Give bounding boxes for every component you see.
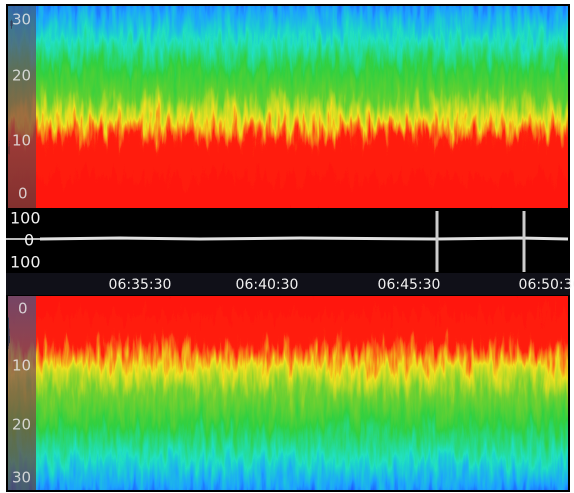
monitor-screen: 30 20 10 0 100 0 100 06:35:30 06:40:30 0… xyxy=(0,0,574,493)
axis-strip xyxy=(8,296,36,490)
time-label: 06:40:30 xyxy=(236,277,299,293)
bottom-spectrogram xyxy=(0,276,574,493)
top-spectrogram xyxy=(0,0,574,230)
time-axis: 06:35:30 06:40:30 06:45:30 06:50:30 xyxy=(6,273,574,295)
spectrogram-heat xyxy=(0,0,574,230)
axis-label: 0 xyxy=(18,185,28,203)
waveform-line xyxy=(40,238,568,239)
axis-strip xyxy=(8,6,36,208)
waveform-bg xyxy=(6,208,570,272)
axis-label: 100 xyxy=(10,253,41,272)
time-label: 06:45:30 xyxy=(378,277,441,293)
spectrogram-heat xyxy=(0,276,574,493)
waveform-panel: 100 0 100 xyxy=(6,208,570,272)
axis-label: 100 xyxy=(10,209,41,228)
time-label: 06:35:30 xyxy=(109,277,172,293)
axis-label: 30 xyxy=(12,11,31,29)
axis-label: 20 xyxy=(12,67,31,85)
axis-label: 0 xyxy=(18,300,28,318)
axis-label: 0 xyxy=(24,231,34,250)
axis-label: 10 xyxy=(12,132,31,150)
axis-label: 30 xyxy=(12,469,31,487)
time-label: 06:50:30 xyxy=(519,277,574,293)
axis-label: 10 xyxy=(12,357,31,375)
axis-label: 20 xyxy=(12,416,31,434)
